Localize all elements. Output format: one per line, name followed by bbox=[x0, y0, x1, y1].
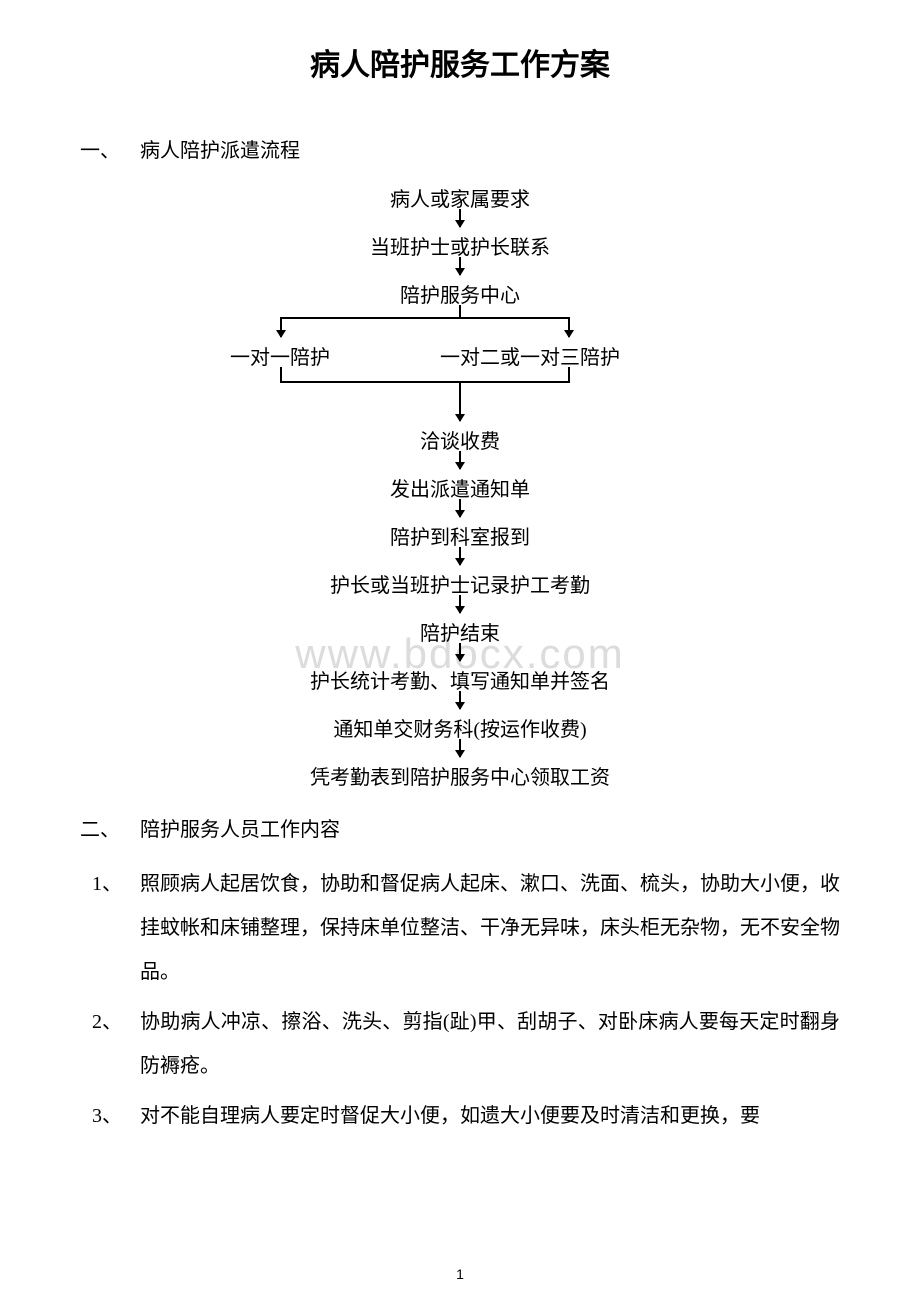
section-1-heading: 一、病人陪护派遣流程 bbox=[80, 134, 840, 163]
arrow-1 bbox=[459, 209, 461, 227]
flow-node-6: 发出派遣通知单 bbox=[390, 473, 530, 502]
list-item: 1、 照顾病人起居饮食，协助和督促病人起床、漱口、洗面、梳头，协助大小便，收挂蚊… bbox=[80, 862, 840, 994]
arrow-10 bbox=[459, 691, 461, 709]
list-item: 3、 对不能自理病人要定时督促大小便，如遗大小便要及时清洁和更换，要 bbox=[80, 1094, 840, 1138]
branch-left-arrow bbox=[280, 317, 282, 337]
merge-hline bbox=[280, 381, 570, 383]
list-text-3: 对不能自理病人要定时督促大小便，如遗大小便要及时清洁和更换，要 bbox=[140, 1094, 840, 1138]
flow-node-4-right: 一对二或一对三陪护 bbox=[440, 341, 620, 370]
page-number: 1 bbox=[456, 1266, 464, 1282]
flow-node-5: 洽谈收费 bbox=[420, 425, 500, 454]
flow-node-10: 护长统计考勤、填写通知单并签名 bbox=[310, 665, 610, 694]
flow-node-3: 陪护服务中心 bbox=[400, 279, 520, 308]
arrow-2 bbox=[459, 257, 461, 275]
flow-node-11: 通知单交财务科(按运作收费) bbox=[333, 713, 586, 742]
flow-node-7: 陪护到科室报到 bbox=[390, 521, 530, 550]
flow-node-8: 护长或当班护士记录护工考勤 bbox=[330, 569, 590, 598]
flow-node-2: 当班护士或护长联系 bbox=[370, 231, 550, 260]
flow-node-9: 陪护结束 bbox=[420, 617, 500, 646]
content-list: 1、 照顾病人起居饮食，协助和督促病人起床、漱口、洗面、梳头，协助大小便，收挂蚊… bbox=[80, 862, 840, 1138]
list-text-2: 协助病人冲凉、擦浴、洗头、剪指(趾)甲、刮胡子、对卧床病人要每天定时翻身防褥疮。 bbox=[140, 1000, 840, 1088]
page-title: 病人陪护服务工作方案 bbox=[80, 40, 840, 84]
section-1-num: 一、 bbox=[80, 134, 140, 163]
flowchart: 病人或家属要求 当班护士或护长联系 陪护服务中心 一对一陪护 一对二或一对三陪护… bbox=[80, 183, 840, 863]
branch-stem bbox=[459, 305, 461, 317]
merge-arrow bbox=[459, 381, 461, 421]
merge-left-v bbox=[280, 367, 282, 381]
flow-node-12: 凭考勤表到陪护服务中心领取工资 bbox=[310, 761, 610, 790]
arrow-7 bbox=[459, 547, 461, 565]
arrow-5 bbox=[459, 451, 461, 469]
merge-right-v bbox=[568, 367, 570, 381]
list-item: 2、 协助病人冲凉、擦浴、洗头、剪指(趾)甲、刮胡子、对卧床病人要每天定时翻身防… bbox=[80, 1000, 840, 1088]
flow-node-4-left: 一对一陪护 bbox=[230, 341, 330, 370]
branch-hline bbox=[280, 317, 570, 319]
list-num-1: 1、 bbox=[80, 862, 140, 994]
list-num-3: 3、 bbox=[80, 1094, 140, 1138]
section-1-text: 病人陪护派遣流程 bbox=[140, 140, 300, 162]
arrow-9 bbox=[459, 643, 461, 661]
list-num-2: 2、 bbox=[80, 1000, 140, 1088]
branch-right-arrow bbox=[568, 317, 570, 337]
flow-node-1: 病人或家属要求 bbox=[390, 183, 530, 212]
arrow-11 bbox=[459, 739, 461, 757]
list-text-1: 照顾病人起居饮食，协助和督促病人起床、漱口、洗面、梳头，协助大小便，收挂蚊帐和床… bbox=[140, 862, 840, 994]
arrow-8 bbox=[459, 595, 461, 613]
arrow-6 bbox=[459, 499, 461, 517]
